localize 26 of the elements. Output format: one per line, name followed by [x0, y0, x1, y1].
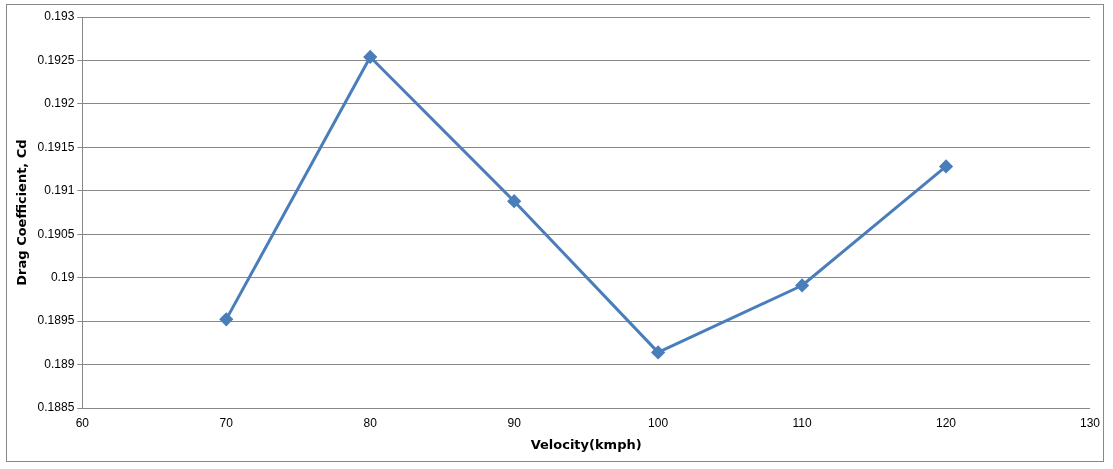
- x-tick-label: 80: [363, 415, 378, 430]
- y-tick-label: 0.1925: [37, 52, 75, 67]
- x-tick-label: 60: [75, 415, 90, 430]
- x-axis-title: Velocity(kmph): [530, 436, 642, 452]
- x-tick-label: 100: [648, 415, 669, 430]
- y-tick-label: 0.1895: [37, 313, 75, 328]
- y-tick-label: 0.191: [44, 183, 75, 198]
- y-tick-label: 0.19: [50, 269, 75, 284]
- point: [507, 194, 521, 208]
- point: [363, 50, 377, 64]
- x-tick-label: 90: [507, 415, 522, 430]
- y-axis-title: Drag Coefficient, Cd: [14, 139, 30, 286]
- y-tick-label: 0.192: [44, 96, 75, 111]
- y-tick-label: 0.1915: [37, 139, 75, 154]
- point: [219, 312, 233, 326]
- x-tick-label: 110: [792, 415, 812, 430]
- x-tick-label: 130: [1079, 415, 1101, 430]
- point: [795, 278, 809, 292]
- y-tick-label: 0.189: [44, 356, 75, 371]
- y-tick-label: 0.1885: [37, 400, 75, 415]
- x-tick-label: 120: [936, 415, 957, 430]
- y-tick-label: 0.193: [44, 9, 75, 24]
- x-tick-label: 70: [219, 415, 234, 430]
- point: [939, 159, 953, 173]
- y-tick-label: 0.1905: [37, 226, 75, 241]
- point: [651, 345, 665, 359]
